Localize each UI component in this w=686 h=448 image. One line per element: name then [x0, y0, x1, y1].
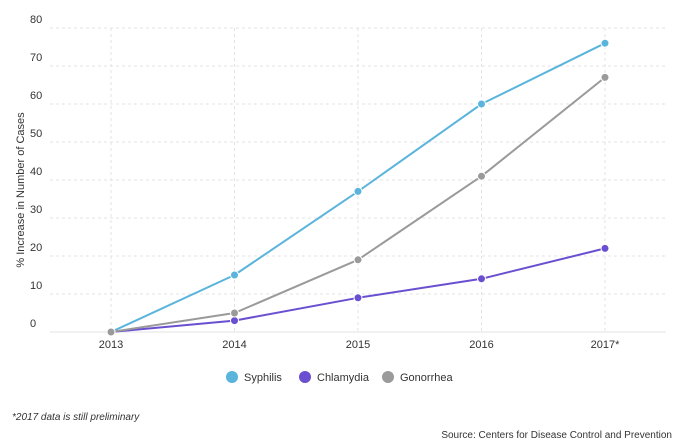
legend-item-syphilis: Syphilis	[226, 371, 282, 384]
y-tick-label-50: 50	[30, 128, 42, 140]
x-tick-label-2: 2015	[346, 339, 370, 351]
legend-label-syphilis: Syphilis	[244, 372, 282, 384]
y-tick-labels: 0 10 20 30 40 50 60 70 80	[30, 14, 42, 330]
y-tick-label-10: 10	[30, 280, 42, 292]
data-point-gonorrhea-1	[230, 308, 239, 318]
y-tick-label-20: 20	[30, 242, 42, 254]
footnote: *2017 data is still preliminary	[12, 412, 140, 423]
y-tick-label-80: 80	[30, 14, 42, 26]
y-tick-label-30: 30	[30, 204, 42, 216]
y-tick-label-70: 70	[30, 52, 42, 64]
data-point-gonorrhea-3	[477, 171, 486, 181]
x-tick-label-1: 2014	[222, 339, 246, 351]
legend-marker-gonorrhea	[382, 371, 394, 383]
legend-label-gonorrhea: Gonorrhea	[400, 372, 453, 384]
legend-marker-chlamydia	[299, 371, 311, 383]
x-tick-label-0: 2013	[99, 339, 123, 351]
series-lines	[106, 38, 610, 337]
data-point-syphilis-3	[477, 99, 486, 109]
legend-label-chlamydia: Chlamydia	[317, 372, 370, 384]
data-point-chlamydia-1	[230, 316, 239, 326]
data-point-syphilis-1	[230, 270, 239, 280]
data-point-gonorrhea-0	[106, 327, 116, 337]
legend-item-chlamydia: Chlamydia	[299, 371, 370, 384]
data-point-chlamydia-2	[353, 293, 363, 303]
data-point-chlamydia-3	[477, 274, 486, 284]
y-tick-label-60: 60	[30, 90, 42, 102]
x-tick-label-4: 2017*	[591, 339, 620, 351]
legend-marker-syphilis	[226, 371, 238, 383]
legend-item-gonorrhea: Gonorrhea	[382, 371, 453, 384]
y-axis-title: % Increase in Number of Cases	[15, 112, 27, 268]
data-point-gonorrhea-2	[353, 255, 363, 265]
data-point-syphilis-4	[600, 38, 610, 48]
data-point-gonorrhea-4	[600, 72, 610, 82]
y-tick-label-40: 40	[30, 166, 42, 178]
data-point-syphilis-2	[353, 186, 363, 196]
y-tick-label-0: 0	[30, 318, 36, 330]
x-tick-labels: 2013 2014 2015 2016 2017*	[99, 339, 620, 351]
x-tick-label-3: 2016	[469, 339, 493, 351]
data-point-chlamydia-4	[600, 243, 610, 253]
source-note: Source: Centers for Disease Control and …	[441, 430, 672, 441]
legend: Syphilis Chlamydia Gonorrhea	[226, 371, 453, 384]
